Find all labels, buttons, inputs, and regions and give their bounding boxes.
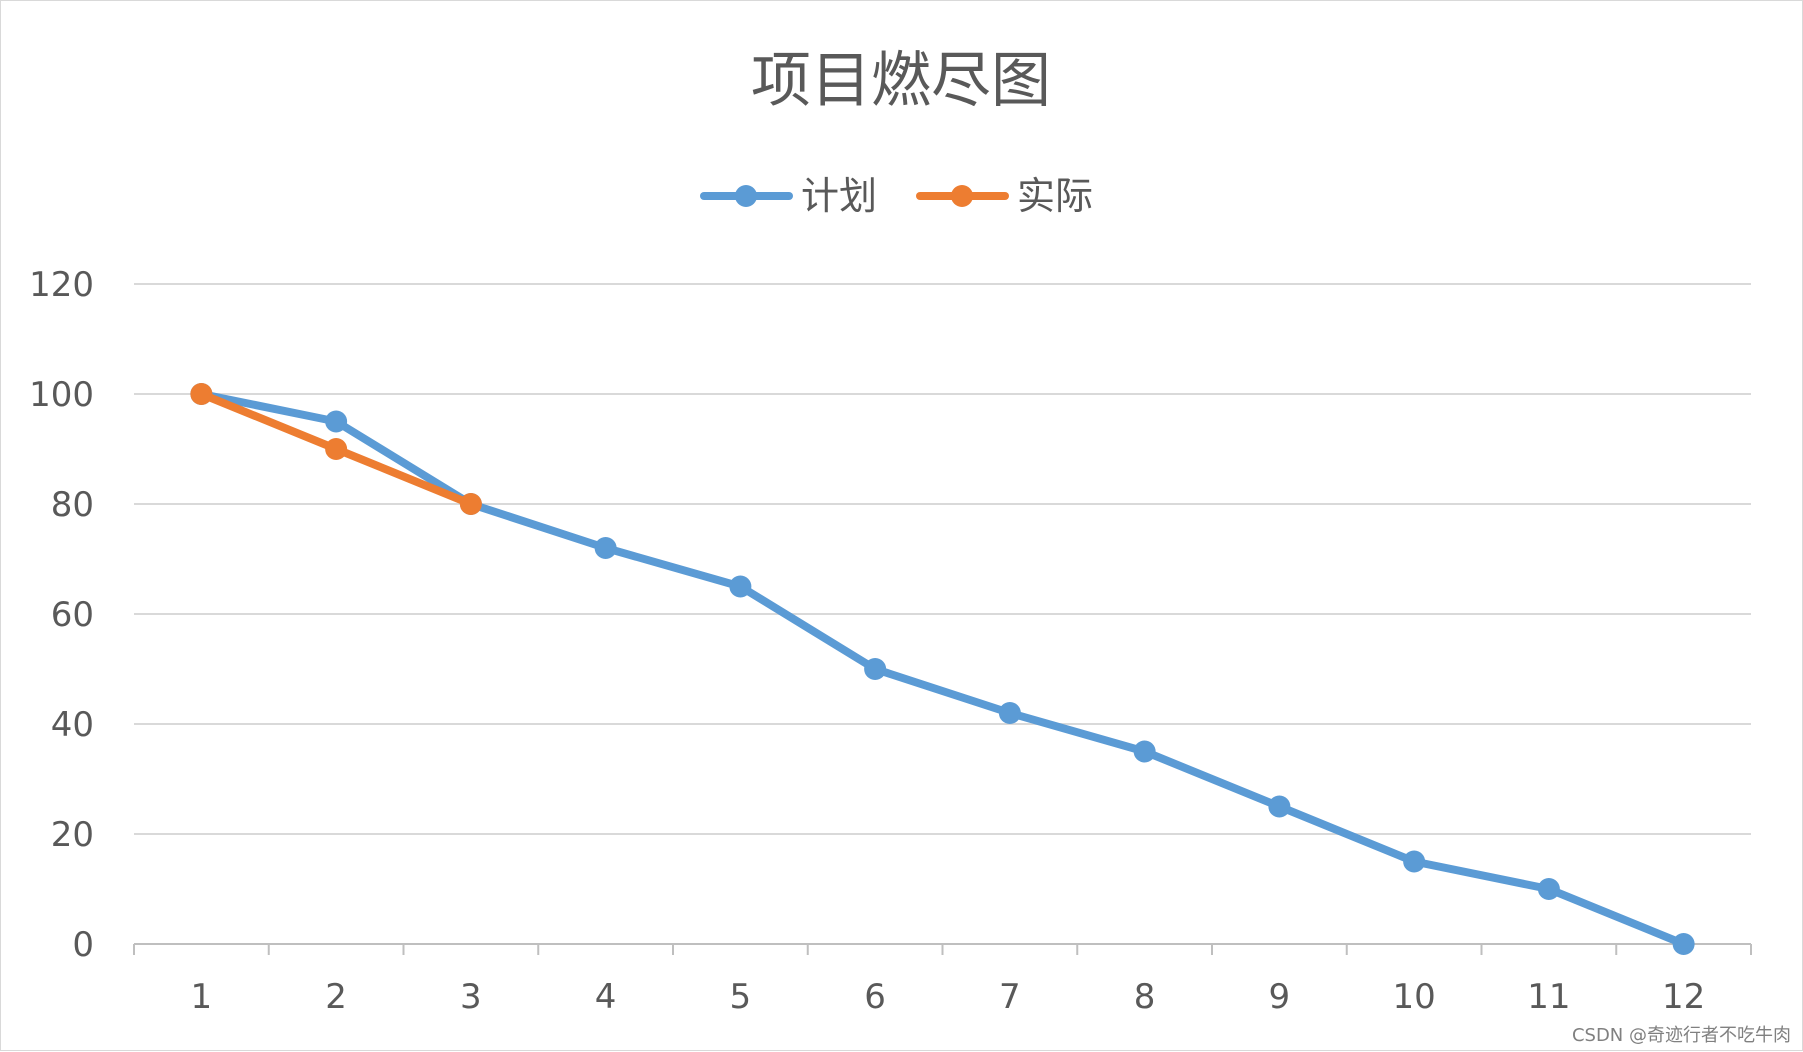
data-point <box>1672 933 1695 955</box>
y-tick-label: 80 <box>51 485 94 525</box>
y-tick-label: 40 <box>51 705 94 745</box>
x-tick-label: 4 <box>595 977 617 1017</box>
x-axis: 1 2 3 4 5 6 7 8 9 10 11 12 <box>133 943 1752 1017</box>
legend-label: 实际 <box>1017 174 1093 218</box>
data-point <box>325 438 348 460</box>
x-tick-label: 10 <box>1392 977 1435 1017</box>
x-tick-label: 1 <box>191 977 213 1017</box>
data-point <box>1537 878 1560 900</box>
x-tick-label: 11 <box>1527 977 1570 1017</box>
y-axis-ticks: 0 20 40 60 80 100 120 <box>29 265 94 965</box>
data-point <box>864 658 887 680</box>
watermark-text: CSDN @奇迹行者不吃牛肉 <box>1572 1025 1791 1046</box>
data-point <box>325 410 348 433</box>
series-actual <box>190 383 482 515</box>
data-point <box>1133 740 1156 763</box>
x-tick-label: 3 <box>460 977 482 1017</box>
x-tick-label: 12 <box>1662 977 1705 1017</box>
series-line <box>197 390 1688 948</box>
data-point <box>1268 795 1291 818</box>
legend: 计划 实际 <box>700 174 1093 218</box>
legend-marker <box>735 185 757 207</box>
legend-item: 实际 <box>916 174 1093 218</box>
y-tick-label: 120 <box>29 265 94 305</box>
y-tick-label: 20 <box>51 815 94 855</box>
data-point <box>459 493 482 515</box>
gridlines <box>134 283 1751 835</box>
data-point <box>1403 850 1426 873</box>
legend-label: 计划 <box>801 174 877 218</box>
y-tick-label: 100 <box>29 375 94 415</box>
data-point <box>998 702 1021 724</box>
legend-item: 计划 <box>700 174 877 218</box>
x-tick-label: 9 <box>1269 977 1291 1017</box>
x-tick-label: 6 <box>864 977 886 1017</box>
data-point <box>190 383 213 405</box>
x-tick-label: 5 <box>730 977 752 1017</box>
series-layer <box>190 383 1695 955</box>
x-tick-label: 2 <box>325 977 347 1017</box>
chart-title: 项目燃尽图 <box>751 46 1051 116</box>
series-plan <box>190 383 1695 955</box>
y-tick-label: 0 <box>72 925 94 965</box>
data-point <box>594 537 617 559</box>
x-tick-label: 8 <box>1134 977 1156 1017</box>
y-tick-label: 60 <box>51 595 94 635</box>
legend-marker <box>951 185 973 207</box>
data-point <box>729 575 752 598</box>
x-tick-label: 7 <box>999 977 1021 1017</box>
